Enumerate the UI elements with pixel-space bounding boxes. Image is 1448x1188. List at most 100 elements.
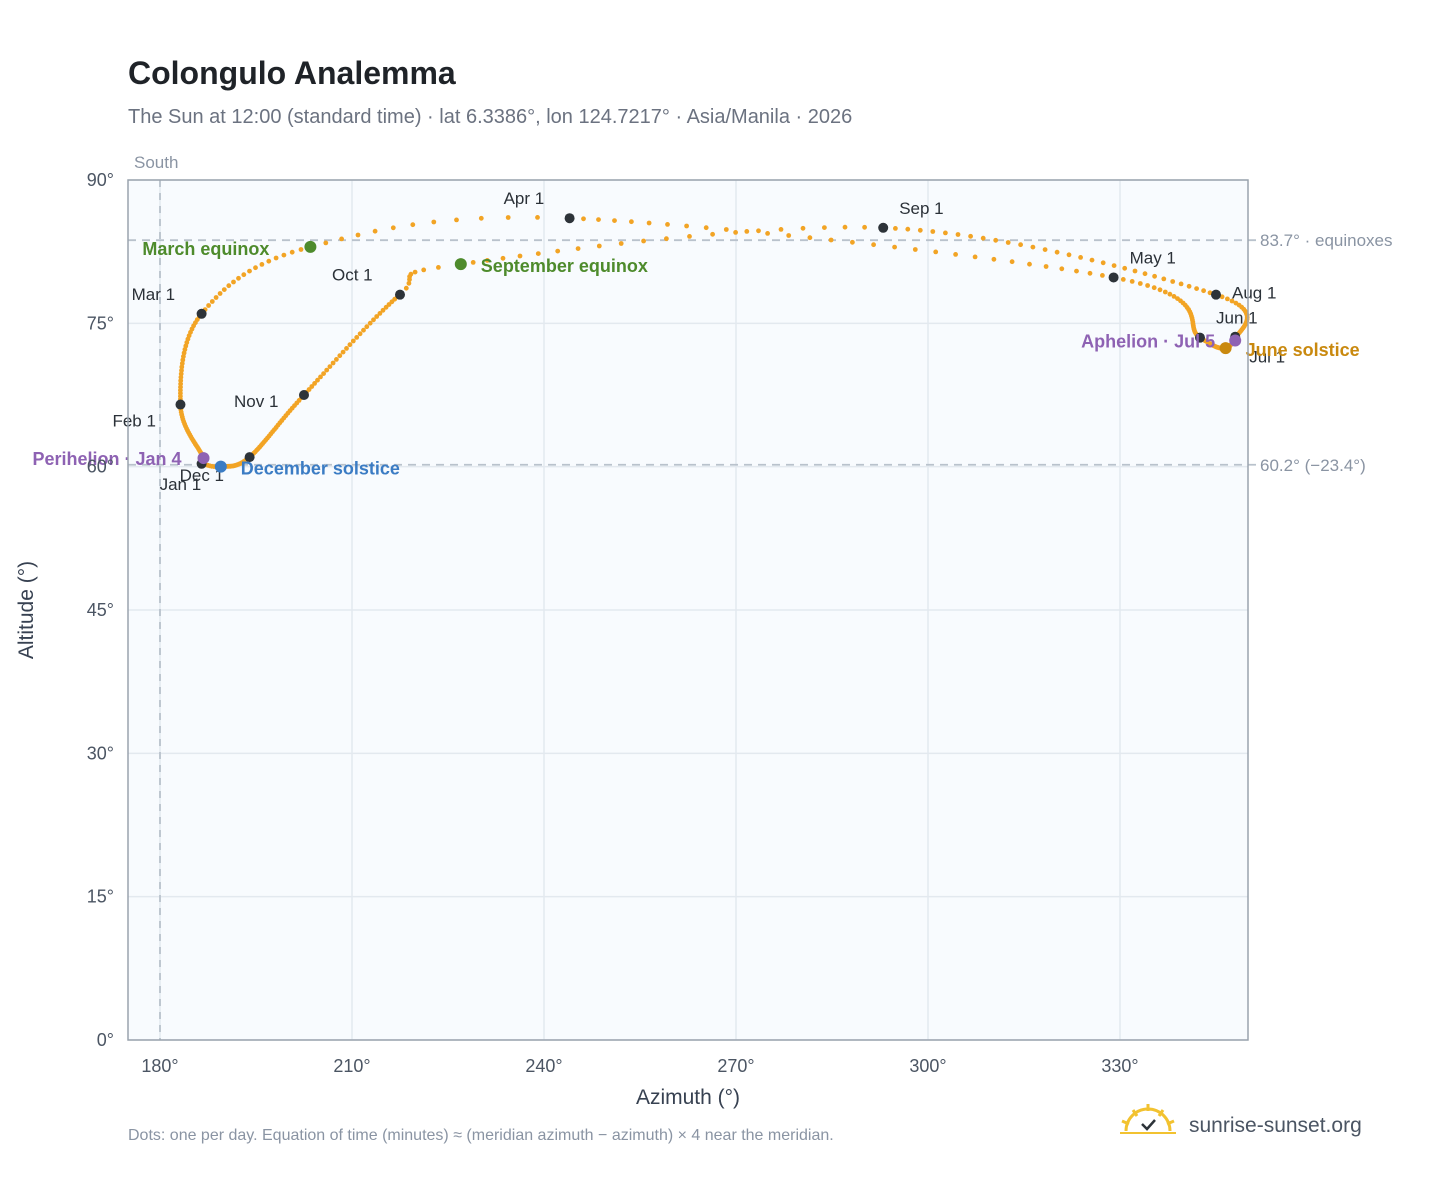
month-label: Oct 1: [332, 266, 373, 285]
daily-dot: [1129, 279, 1135, 284]
month-label: Jul 1: [1249, 348, 1285, 367]
daily-dot: [641, 238, 646, 244]
daily-dot: [410, 222, 416, 228]
daily-dot: [259, 262, 265, 267]
daily-dot: [340, 349, 346, 355]
daily-dot: [1054, 249, 1060, 255]
daily-dot: [842, 224, 848, 230]
daily-dot: [710, 231, 715, 237]
event-label: December solstice: [241, 459, 400, 479]
month-marker: [1108, 272, 1119, 283]
month-marker: [564, 213, 575, 224]
daily-dot: [484, 258, 490, 263]
daily-dot: [1027, 261, 1032, 267]
daily-dot: [664, 236, 669, 242]
x-axis-label: Azimuth (°): [636, 1086, 740, 1109]
month-marker: [244, 452, 255, 463]
x-tick-label: 210°: [333, 1056, 370, 1076]
daily-dot: [298, 247, 304, 252]
daily-dot: [355, 232, 361, 238]
daily-dot: [1120, 277, 1126, 282]
daily-dot: [1162, 289, 1168, 295]
month-label: May 1: [1130, 248, 1176, 267]
daily-dot: [953, 252, 958, 257]
daily-dot: [1145, 283, 1150, 288]
daily-dot: [315, 377, 320, 383]
daily-dot: [1030, 244, 1036, 250]
y-tick-label: 30°: [87, 743, 114, 763]
x-axis-ticks: 180° 210° 240° 270° 300° 330°: [141, 1056, 1138, 1076]
daily-dot: [665, 222, 670, 227]
daily-dot: [1018, 242, 1023, 248]
event-marker: [304, 240, 317, 253]
y-tick-label: 45°: [87, 600, 114, 620]
daily-dot: [324, 367, 330, 373]
daily-dot: [828, 237, 834, 243]
event-label: September equinox: [481, 256, 648, 276]
daily-dot: [1229, 298, 1235, 304]
daily-dot: [1201, 288, 1206, 294]
y-axis-label: Altitude (°): [15, 561, 38, 659]
daily-dot: [406, 280, 412, 286]
daily-dot: [273, 255, 279, 261]
brand-name: sunrise-sunset.org: [1189, 1114, 1362, 1137]
daily-dot: [744, 229, 750, 234]
daily-dot: [871, 242, 876, 248]
event-label: June solstice: [1246, 340, 1360, 360]
daily-dot: [1171, 294, 1177, 299]
daily-dot: [1122, 265, 1128, 271]
chart-subtitle: The Sun at 12:00 (standard time) · lat 6…: [128, 106, 852, 128]
brand[interactable]: sunrise-sunset.org: [1120, 1104, 1362, 1137]
daily-dot: [500, 255, 506, 261]
daily-dot: [618, 241, 624, 246]
daily-dot: [347, 342, 353, 348]
daily-dot: [217, 291, 223, 296]
daily-dot: [330, 360, 336, 366]
daily-dot: [454, 217, 459, 223]
daily-dot: [231, 279, 236, 285]
daily-dot: [1225, 296, 1230, 302]
daily-dot: [980, 235, 986, 241]
x-tick-label: 240°: [525, 1056, 562, 1076]
reference-lines: South 83.7° · equinoxes 60.2° (−23.4°): [128, 153, 1393, 1040]
month-label: Feb 1: [112, 412, 155, 431]
plot-frame: [127, 179, 1249, 1041]
daily-dot: [412, 269, 418, 275]
daily-dot: [1161, 276, 1167, 282]
reference-label-south: South: [134, 153, 178, 172]
daily-dot: [321, 371, 326, 376]
daily-dot: [247, 268, 252, 274]
daily-dot: [1043, 264, 1049, 269]
daily-dot: [943, 230, 948, 236]
daily-dot: [733, 230, 738, 235]
month-label: Apr 1: [504, 189, 545, 208]
daily-dot: [179, 368, 184, 373]
daily-dot: [354, 335, 360, 340]
daily-dot: [905, 226, 911, 232]
sun-logo-icon: [1120, 1104, 1176, 1134]
y-axis-ticks: 0° 15° 30° 45° 60° 75° 90°: [87, 170, 114, 1050]
daily-dot: [786, 233, 792, 238]
daily-dot: [1152, 273, 1157, 279]
daily-dot: [1005, 240, 1011, 245]
daily-dot: [1042, 247, 1048, 253]
daily-dot: [380, 307, 386, 313]
event-label: Perihelion · Jan 4: [32, 449, 181, 469]
daily-dot: [850, 239, 855, 245]
plot-area: South 83.7° · equinoxes 60.2° (−23.4°) Jan…: [32, 153, 1393, 1041]
month-marker: [878, 222, 889, 233]
daily-dot: [361, 327, 366, 333]
daily-dot: [390, 225, 396, 231]
daily-dot: [337, 353, 343, 359]
grid-lines: [128, 179, 1248, 1041]
daily-dot: [206, 303, 212, 308]
daily-dot: [371, 317, 376, 323]
daily-dot: [1074, 268, 1079, 274]
daily-dot: [778, 227, 784, 232]
daily-dot: [687, 234, 692, 239]
daily-dot: [350, 338, 356, 344]
daily-dot: [629, 219, 634, 225]
daily-dot: [334, 357, 339, 362]
event-marker: [1229, 334, 1242, 347]
